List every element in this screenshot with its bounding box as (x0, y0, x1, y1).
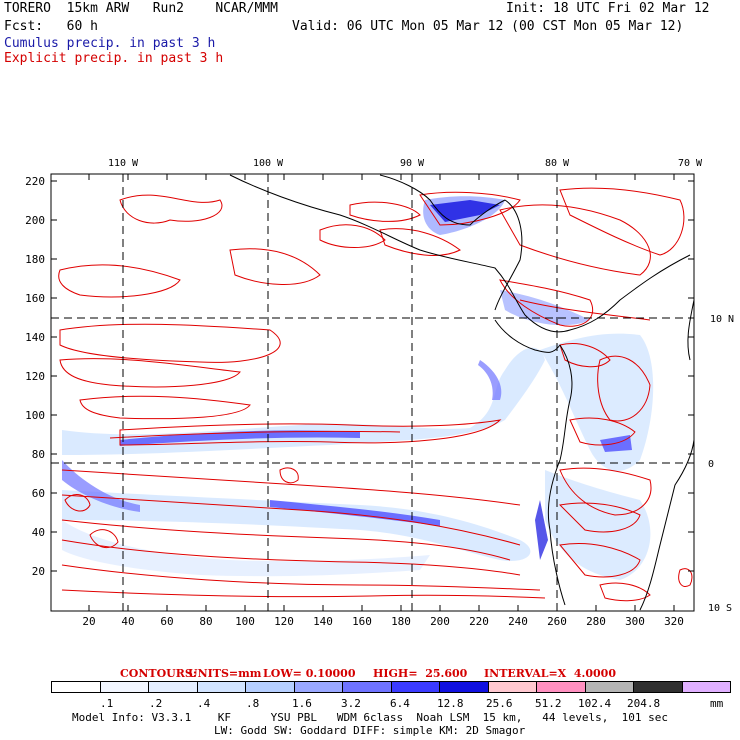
y-tick-label: 100 (25, 409, 45, 422)
colorbar-label: 102.4 (578, 697, 612, 710)
x-tick-label: 220 (469, 615, 489, 628)
y-tick-label: 220 (25, 175, 45, 188)
y-tick-label: 180 (25, 253, 45, 266)
lat-lon-grid (51, 174, 694, 611)
colorbar-label: 25.6 (486, 697, 513, 710)
colorbar-label: 51.2 (535, 697, 562, 710)
colorbar-label: .1 (100, 697, 114, 710)
lon-label: 110 W (108, 158, 139, 169)
x-tick-label: 20 (82, 615, 95, 628)
colorbar-cell (390, 681, 440, 693)
colorbar-label: .8 (246, 697, 260, 710)
x-tick-label: 280 (586, 615, 606, 628)
y-tick-label: 160 (25, 292, 45, 305)
colorbar-label: 1.6 (292, 697, 312, 710)
x-tick-label: 60 (160, 615, 173, 628)
contours-units: UNITS=mm (188, 667, 262, 680)
lat-label: 10 S (708, 603, 732, 614)
x-tick-label: 140 (313, 615, 333, 628)
y-tick-marks (51, 180, 694, 572)
colorbar-unit: mm (710, 697, 724, 710)
lon-label: 70 W (678, 158, 703, 169)
contours-label: CONTOURS: (120, 667, 197, 680)
colorbar-label: 204.8 (627, 697, 661, 710)
colorbar-cell (196, 681, 246, 693)
lon-label: 80 W (545, 158, 570, 169)
contours-interval: INTERVAL=X 4.0000 (484, 667, 616, 680)
forecast-hour: Fcst: 60 h (4, 19, 98, 34)
colorbar-cell (99, 681, 149, 693)
x-tick-label: 260 (547, 615, 567, 628)
init-time: Init: 18 UTC Fri 02 Mar 12 (506, 1, 710, 16)
colorbar-cell (293, 681, 343, 693)
colorbar-label: .2 (149, 697, 163, 710)
y-tick-label: 20 (32, 565, 45, 578)
colorbar-cell (51, 681, 101, 693)
cumulus-legend: Cumulus precip. in past 3 h (4, 36, 216, 51)
x-tick-label: 200 (430, 615, 450, 628)
colorbar-cell (681, 681, 731, 693)
model-title: TORERO 15km ARW Run2 NCAR/MMM (4, 1, 278, 16)
cumulus-shading (62, 196, 654, 580)
y-tick-label: 40 (32, 526, 45, 539)
lat-label: 10 N (710, 314, 734, 325)
x-tick-label: 160 (352, 615, 372, 628)
y-tick-label: 140 (25, 331, 45, 344)
colorbar-cell (148, 681, 198, 693)
colorbar-cell (536, 681, 586, 693)
x-tick-label: 40 (121, 615, 134, 628)
x-tick-label: 100 (235, 615, 255, 628)
lat-label: 0 (708, 459, 714, 470)
map-frame (50, 173, 695, 612)
lon-label: 100 W (253, 158, 284, 169)
lon-label: 90 W (400, 158, 425, 169)
y-tick-label: 120 (25, 370, 45, 383)
x-tick-label: 320 (664, 615, 684, 628)
colorbar-cell (342, 681, 392, 693)
colorbar-label: 3.2 (341, 697, 361, 710)
y-tick-label: 60 (32, 487, 45, 500)
colorbar-label: .4 (197, 697, 211, 710)
colorbar-cell (633, 681, 683, 693)
contours-high: HIGH= 25.600 (373, 667, 468, 680)
colorbar-cell (584, 681, 634, 693)
physics-info: LW: Godd SW: Goddard DIFF: simple KM: 2D… (214, 724, 526, 737)
x-tick-label: 240 (508, 615, 528, 628)
y-tick-label: 80 (32, 448, 45, 461)
x-tick-label: 80 (199, 615, 212, 628)
x-tick-label: 300 (625, 615, 645, 628)
x-tick-label: 120 (274, 615, 294, 628)
explicit-contours (58, 187, 693, 602)
explicit-legend: Explicit precip. in past 3 h (4, 51, 224, 66)
colorbar-cell (245, 681, 295, 693)
contours-low: LOW= 0.10000 (263, 667, 356, 680)
valid-time: Valid: 06 UTC Mon 05 Mar 12 (00 CST Mon … (292, 19, 684, 34)
x-tick-label: 180 (391, 615, 411, 628)
x-tick-marks (88, 174, 675, 611)
y-tick-label: 200 (25, 214, 45, 227)
colorbar-cell (487, 681, 537, 693)
colorbar-label: 12.8 (437, 697, 464, 710)
colorbar-cell (439, 681, 489, 693)
coastline (229, 174, 695, 611)
model-info: Model Info: V3.3.1 KF YSU PBL WDM 6class… (72, 711, 669, 724)
colorbar-label: 6.4 (390, 697, 410, 710)
